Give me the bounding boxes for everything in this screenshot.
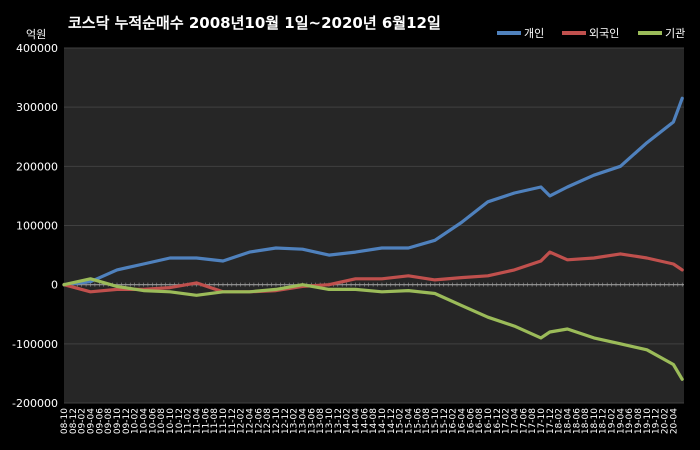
- foreign-series-line: [62, 250, 684, 294]
- x-tick-label: 15-12: [440, 408, 450, 434]
- y-tick-label: 0: [51, 279, 58, 292]
- x-tick-labels: 08-1008-1209-0209-0409-0609-0809-1009-12…: [60, 408, 679, 434]
- x-tick-label: 19-06: [625, 408, 635, 434]
- x-tick-label: 11-06: [201, 408, 211, 434]
- x-tick-label: 09-10: [113, 408, 123, 434]
- x-tick-label: 13-02: [290, 408, 300, 434]
- x-tick-label: 19-12: [652, 408, 662, 434]
- x-tick-label: 12-02: [237, 408, 247, 434]
- x-tick-label: 18-06: [572, 408, 582, 434]
- x-tick-label: 17-12: [546, 408, 556, 434]
- x-tick-label: 10-06: [148, 408, 158, 434]
- x-tick-label: 11-02: [184, 408, 194, 434]
- x-tick-label: 14-02: [343, 408, 353, 434]
- x-tick-label: 10-12: [175, 408, 185, 434]
- x-tick-label: 18-08: [581, 408, 591, 434]
- x-tick-label: 13-06: [307, 408, 317, 434]
- x-tick-label: 12-10: [272, 408, 282, 434]
- legend-item-foreign: 외국인: [562, 27, 619, 40]
- x-tick-label: 17-02: [502, 408, 512, 434]
- legend: 개인 외국인 기관: [497, 27, 685, 40]
- x-tick-label: 17-06: [519, 408, 529, 434]
- x-tick-label: 13-10: [325, 408, 335, 434]
- x-tick-label: 15-10: [431, 408, 441, 434]
- x-tick-label: 16-12: [493, 408, 503, 434]
- y-tick-label: 400000: [16, 42, 58, 55]
- x-tick-label: 10-04: [139, 408, 149, 434]
- x-tick-label: 12-04: [245, 408, 255, 434]
- x-tick-label: 09-12: [122, 408, 132, 434]
- x-tick-label: 19-04: [616, 408, 626, 434]
- x-tick-label: 15-02: [396, 408, 406, 434]
- x-tick-label: 14-06: [360, 408, 370, 434]
- x-tick-label: 15-06: [413, 408, 423, 434]
- legend-label-institution: 기관: [665, 27, 685, 40]
- chart-title: 코스닥 누적순매수 2008년10월 1일~2020년 6월12일: [68, 14, 441, 32]
- x-tick-label: 16-08: [475, 408, 485, 434]
- x-tick-label: 12-06: [254, 408, 264, 434]
- legend-label-individual: 개인: [524, 27, 544, 40]
- x-tick-label: 20-04: [669, 408, 679, 434]
- x-tick-label: 11-04: [192, 408, 202, 434]
- grid-lines: [64, 47, 684, 404]
- x-tick-label: 14-04: [351, 408, 361, 434]
- x-tick-label: 09-06: [95, 408, 105, 434]
- x-tick-label: 11-12: [228, 408, 238, 434]
- y-tick-labels: 400000 300000 200000 100000 0 -100000 -200000: [12, 42, 58, 410]
- x-tick-label: 10-02: [131, 408, 141, 434]
- x-tick-label: 09-04: [86, 408, 96, 434]
- x-tick-label: 13-12: [334, 408, 344, 434]
- x-tick-label: 19-10: [643, 408, 653, 434]
- x-tick-label: 13-04: [298, 408, 308, 434]
- x-tick-label: 16-02: [449, 408, 459, 434]
- x-tick-label: 11-08: [210, 408, 220, 434]
- x-tick-label: 20-02: [661, 408, 671, 434]
- x-tick-label: 18-12: [599, 408, 609, 434]
- x-tick-label: 18-10: [590, 408, 600, 434]
- x-tick-label: 18-04: [563, 408, 573, 434]
- legend-item-institution: 기관: [638, 27, 685, 40]
- x-tick-label: 08-12: [69, 408, 79, 434]
- x-tick-label: 19-08: [634, 408, 644, 434]
- y-tick-label: 100000: [16, 220, 58, 233]
- x-tick-label: 17-04: [510, 408, 520, 434]
- x-tick-label: 14-12: [387, 408, 397, 434]
- x-tick-label: 10-08: [157, 408, 167, 434]
- x-tick-marks: [63, 282, 683, 287]
- x-tick-label: 12-12: [281, 408, 291, 434]
- x-tick-label: 15-04: [404, 408, 414, 434]
- x-tick-label: 08-10: [60, 408, 70, 434]
- x-tick-label: 16-10: [484, 408, 494, 434]
- x-tick-label: 11-10: [219, 408, 229, 434]
- legend-label-foreign: 외국인: [589, 27, 619, 40]
- x-tick-label: 15-08: [422, 408, 432, 434]
- x-tick-label: 19-02: [608, 408, 618, 434]
- x-tick-label: 17-10: [537, 408, 547, 434]
- x-tick-label: 09-02: [78, 408, 88, 434]
- y-tick-label: 200000: [16, 160, 58, 173]
- x-tick-label: 13-08: [316, 408, 326, 434]
- series-lines: [62, 96, 684, 381]
- x-tick-label: 10-10: [166, 408, 176, 434]
- legend-item-individual: 개인: [497, 27, 544, 40]
- x-tick-label: 14-10: [378, 408, 388, 434]
- y-tick-label: -200000: [12, 397, 58, 410]
- institution-series-line: [62, 277, 684, 381]
- x-tick-label: 09-08: [104, 408, 114, 434]
- y-tick-label: 300000: [16, 101, 58, 114]
- x-tick-label: 14-08: [369, 408, 379, 434]
- y-tick-label: -100000: [12, 338, 58, 351]
- x-tick-label: 12-08: [263, 408, 273, 434]
- x-tick-label: 16-04: [457, 408, 467, 434]
- individual-series-line: [62, 96, 684, 287]
- x-tick-label: 17-08: [528, 408, 538, 434]
- x-tick-label: 16-06: [466, 408, 476, 434]
- x-tick-label: 18-02: [555, 408, 565, 434]
- y-axis-unit: 억원: [26, 28, 46, 41]
